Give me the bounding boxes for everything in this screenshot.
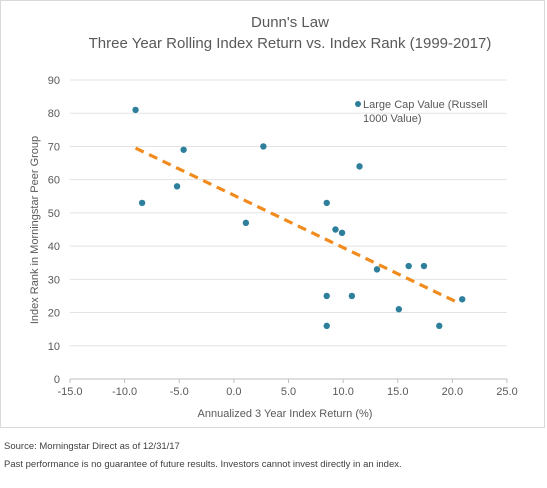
x-tick-label: 10.0 — [332, 386, 353, 398]
y-tick-label: 90 — [48, 75, 60, 87]
legend-marker — [355, 101, 361, 107]
x-tick-label: -15.0 — [57, 386, 82, 398]
x-tick-label: 25.0 — [496, 386, 517, 398]
data-point — [348, 292, 356, 300]
data-points — [132, 106, 466, 330]
x-axis-label: Annualized 3 Year Index Return (%) — [198, 408, 373, 420]
source-note: Source: Morningstar Direct as of 12/31/1… — [4, 441, 180, 452]
data-point — [405, 262, 412, 270]
x-tick-label: 5.0 — [281, 386, 296, 398]
data-point — [323, 322, 330, 330]
gridlines — [70, 79, 507, 347]
data-point — [420, 262, 428, 270]
y-tick-label: 30 — [48, 274, 60, 286]
y-axis-label: Index Rank in Morningstar Peer Group — [29, 136, 41, 324]
data-point — [260, 143, 267, 150]
data-point — [373, 266, 381, 273]
y-tick-label: 50 — [48, 208, 60, 220]
x-tick-label: 20.0 — [442, 386, 463, 398]
data-point — [356, 163, 363, 170]
y-tick-label: 10 — [48, 341, 60, 353]
data-point — [242, 219, 250, 227]
data-point — [332, 226, 339, 233]
scatter-chart: Dunn's Law Three Year Rolling Index Retu… — [29, 14, 518, 420]
legend-label: Large Cap Value (Russell 1000 Value) — [363, 99, 491, 125]
chart-title: Dunn's Law — [251, 14, 329, 31]
x-axis-ticks: -15.0 -10.0 -5.0 0.0 5.0 10.0 15.0 20.0 25.0 — [57, 379, 518, 398]
y-tick-label: 70 — [48, 141, 60, 153]
data-point — [323, 292, 330, 300]
chart-subtitle: Three Year Rolling Index Return vs. Inde… — [89, 35, 492, 52]
y-tick-label: 80 — [48, 108, 60, 120]
data-point — [138, 199, 146, 207]
y-tick-label: 40 — [48, 241, 60, 253]
data-point — [436, 322, 443, 330]
y-tick-label: 20 — [48, 308, 60, 320]
legend: Large Cap Value (Russell 1000 Value) — [355, 99, 491, 125]
data-point — [132, 106, 139, 114]
x-tick-label: 0.0 — [226, 386, 241, 398]
x-tick-label: 15.0 — [387, 386, 408, 398]
x-tick-label: -5.0 — [170, 386, 189, 398]
y-tick-label: 60 — [48, 175, 60, 187]
data-point — [395, 306, 403, 313]
data-point — [173, 183, 181, 190]
data-point — [323, 199, 330, 207]
data-point — [338, 229, 346, 237]
y-tick-label: 0 — [54, 374, 60, 386]
data-point — [180, 146, 187, 153]
data-point — [459, 296, 466, 303]
y-axis-ticks: 0 10 20 30 40 50 60 70 80 90 — [48, 75, 60, 386]
disclaimer-note: Past performance is no guarantee of futu… — [4, 459, 402, 470]
x-tick-label: -10.0 — [112, 386, 137, 398]
